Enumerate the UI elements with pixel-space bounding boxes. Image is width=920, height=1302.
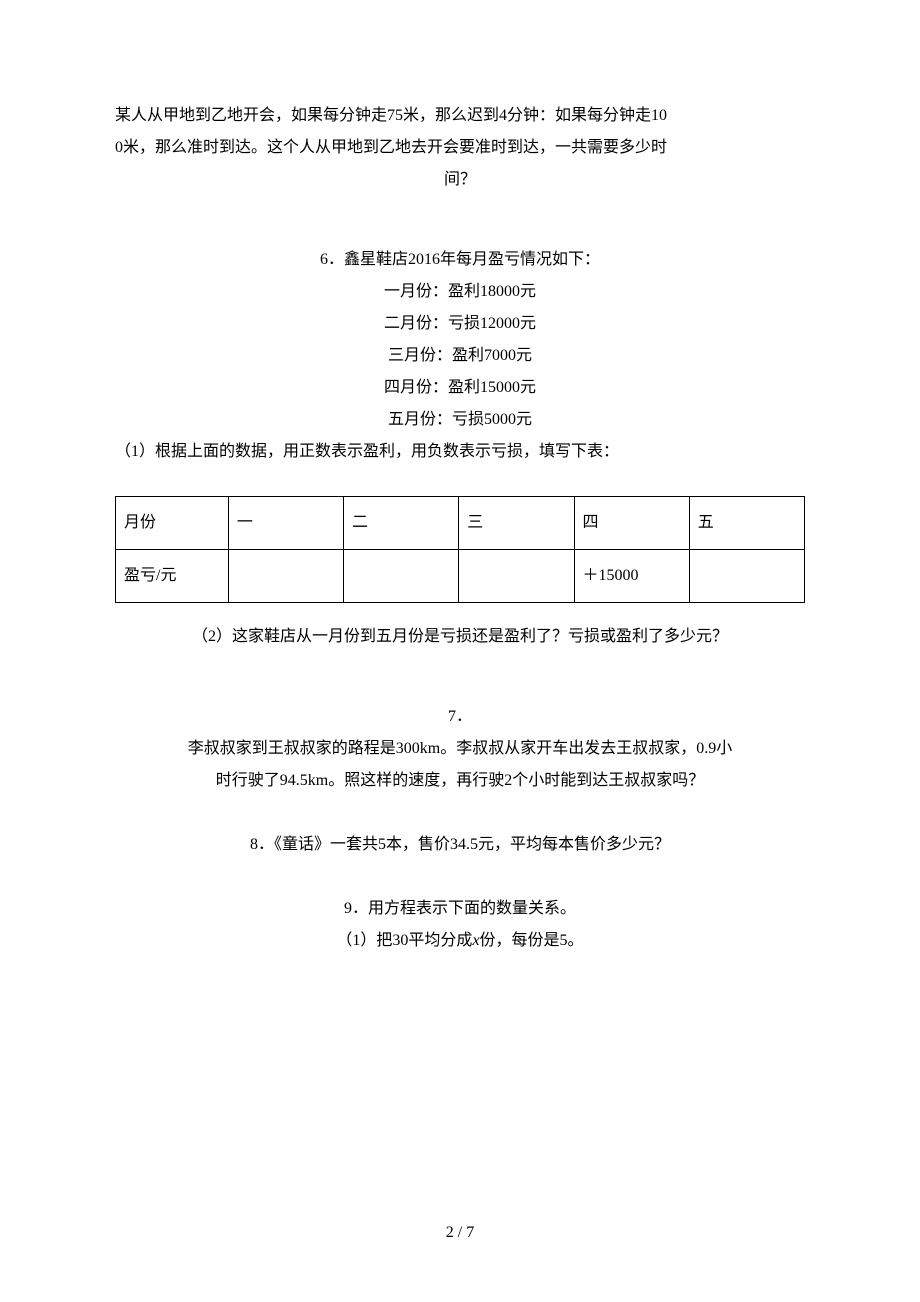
table-cell: [459, 550, 574, 603]
table-header-cell: 一: [228, 497, 343, 550]
q6-month-5: 五月份：亏损5000元: [115, 404, 805, 436]
table-cell: [689, 550, 804, 603]
table-header-cell: 二: [344, 497, 459, 550]
q6-sub1: （1）根据上面的数据，用正数表示盈利，用负数表示亏损，填写下表：: [115, 436, 805, 468]
q6-title: 6．鑫星鞋店2016年每月盈亏情况如下：: [115, 244, 805, 276]
table-cell: ＋15000: [574, 550, 689, 603]
q5-line3: 间？: [115, 164, 805, 196]
q5-line2: 0米，那么准时到达。这个人从甲地到乙地去开会要准时到达，一共需要多少时: [115, 132, 805, 164]
q9-variable: x: [472, 932, 479, 949]
q9-sub1: （1）把30平均分成x份，每份是5。: [115, 925, 805, 957]
q8-text: 8．《童话》一套共5本，售价34.5元，平均每本售价多少元？: [115, 829, 805, 861]
table-header-cell: 四: [574, 497, 689, 550]
q7-number: 7．: [115, 701, 805, 733]
spacer: [115, 685, 805, 701]
spacer: [115, 797, 805, 829]
q9-title: 9．用方程表示下面的数量关系。: [115, 893, 805, 925]
spacer: [115, 468, 805, 484]
q6-sub2: （2）这家鞋店从一月份到五月份是亏损还是盈利了？亏损或盈利了多少元？: [115, 621, 805, 653]
spacer: [115, 196, 805, 228]
spacer: [115, 653, 805, 685]
table-cell: [344, 550, 459, 603]
q5-line1: 某人从甲地到乙地开会，如果每分钟走75米，那么迟到4分钟：如果每分钟走10: [115, 100, 805, 132]
spacer: [115, 228, 805, 244]
q9-sub1-suffix: 份，每份是5。: [480, 932, 584, 949]
q6-month-4: 四月份：盈利15000元: [115, 372, 805, 404]
q9-sub1-prefix: （1）把30平均分成: [336, 932, 472, 949]
document-body: 某人从甲地到乙地开会，如果每分钟走75米，那么迟到4分钟：如果每分钟走10 0米…: [115, 100, 805, 957]
q6-month-1: 一月份：盈利18000元: [115, 276, 805, 308]
q6-month-2: 二月份：亏损12000元: [115, 308, 805, 340]
table-row: 盈亏/元 ＋15000: [116, 550, 805, 603]
q6-table: 月份 一 二 三 四 五 盈亏/元 ＋15000: [115, 496, 805, 603]
table-cell: [228, 550, 343, 603]
q7-line2: 时行驶了94.5km。照这样的速度，再行驶2个小时能到达王叔叔家吗？: [115, 765, 805, 797]
table-header-label: 月份: [116, 497, 229, 550]
q6-month-3: 三月份：盈利7000元: [115, 340, 805, 372]
table-row-label: 盈亏/元: [116, 550, 229, 603]
table-header-cell: 五: [689, 497, 804, 550]
q7-line1: 李叔叔家到王叔叔家的路程是300km。李叔叔从家开车出发去王叔叔家，0.9小: [115, 733, 805, 765]
table-header-cell: 三: [459, 497, 574, 550]
spacer: [115, 861, 805, 893]
page-number: 2 / 7: [0, 1224, 920, 1242]
table-row: 月份 一 二 三 四 五: [116, 497, 805, 550]
